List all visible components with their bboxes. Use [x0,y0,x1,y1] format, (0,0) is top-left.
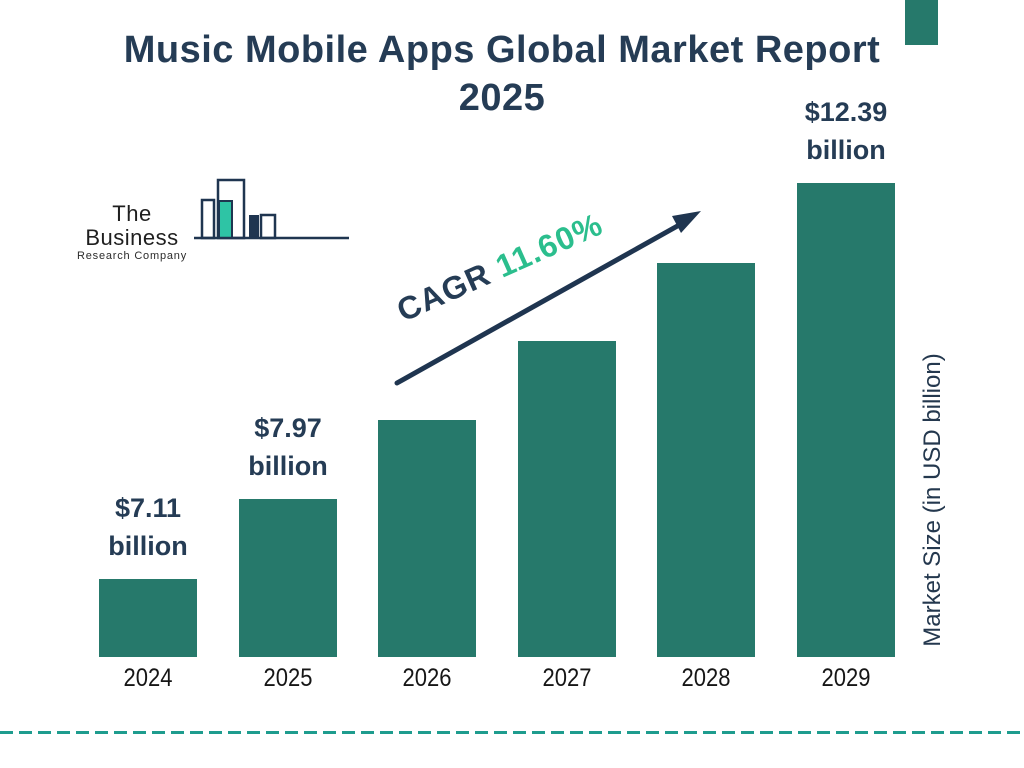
cagr-label: CAGR [391,255,496,329]
bar-group-2027: 2027 [518,341,616,692]
chart-title-line2: 2025 [458,77,546,119]
company-logo: The Business Research Company [68,176,349,262]
bar-2028 [657,263,755,657]
bar-group-2025: 2025 $7.97 billion [239,413,337,692]
bar-group-2029: 2029 $12.39 billion [797,97,895,692]
x-tick-2029: 2029 [821,664,871,692]
x-tick-2028: 2028 [681,664,731,692]
x-tick-2026: 2026 [402,664,452,692]
y-axis-label: Market Size (in USD billion) [919,353,946,647]
chart-title-line1: Music Mobile Apps Global Market Report [123,29,881,71]
cagr-annotation: CAGR11.60% [391,206,608,330]
company-subname: Research Company [76,250,187,262]
corner-accent [905,0,938,45]
bar-2026 [378,420,476,657]
bar-group-2024: 2024 $7.11 billion [99,493,197,692]
bottom-divider [0,731,1024,734]
logo-bar-chart-icon [194,178,349,240]
x-tick-2025: 2025 [263,664,313,692]
cagr-value: 11.60% [490,205,608,285]
x-tick-2024: 2024 [123,664,173,692]
bar-2025 [239,499,337,657]
value-label-2029: $12.39 billion [804,97,888,165]
bar-2024 [99,579,197,657]
value-label-2024: $7.11 billion [108,493,188,561]
company-name: The Business [85,201,179,250]
bar-2029 [797,183,895,657]
company-logo-text: The Business Research Company [68,201,196,263]
x-tick-2027: 2027 [542,664,592,692]
chart-title: Music Mobile Apps Global Market Report 2… [0,26,1004,122]
bar-group-2028: 2028 [657,263,755,692]
bar-2027 [518,341,616,657]
value-label-2025: $7.97 billion [248,413,328,481]
bar-group-2026: 2026 [378,420,476,692]
